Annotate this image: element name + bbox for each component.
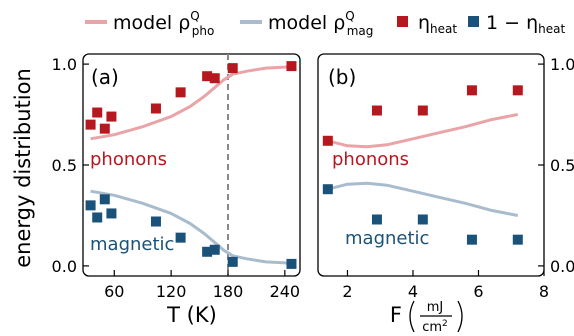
x-tick-label: 180 — [213, 282, 244, 301]
one-minus-eta-heat-point — [85, 200, 96, 211]
x-tick-label: 240 — [270, 282, 301, 301]
x-tick-label: 6 — [473, 282, 483, 301]
y-axis-label: energy distribution — [11, 68, 35, 268]
eta-heat-point — [371, 105, 382, 116]
panel-label-a: (a) — [91, 65, 119, 89]
model-mag-line — [327, 181, 519, 217]
one-minus-eta-heat-point — [417, 214, 428, 225]
x-axis-label-b: F mJ cm2 — [390, 300, 463, 335]
y-tick-label: 1.0 — [52, 55, 77, 74]
one-minus-eta-heat-point — [227, 256, 238, 267]
x-axis-label-b-symbol: F — [390, 303, 402, 327]
eta-heat-point — [227, 63, 238, 74]
one-minus-eta-heat-point — [106, 208, 117, 219]
eta-heat-point — [209, 73, 220, 84]
model-mag-line — [90, 189, 295, 266]
legend-text-one-minus-eta: 1 − ηheat — [486, 12, 565, 36]
x-axis-unit-denominator: cm2 — [422, 319, 448, 335]
left-paren — [409, 300, 415, 333]
x-tick-label: 2 — [342, 282, 352, 301]
panel-label-b: (b) — [328, 65, 356, 89]
one-minus-eta-heat-point — [322, 184, 333, 195]
eta-heat-point — [286, 61, 297, 72]
eta-heat-point — [175, 87, 186, 98]
eta-heat-point — [202, 71, 213, 82]
one-minus-eta-heat-point — [371, 214, 382, 225]
legend-text-eta: ηheat — [418, 12, 457, 36]
model-pho-line — [90, 64, 295, 141]
phonons-label: phonons — [90, 149, 167, 170]
eta-heat-point — [322, 135, 333, 146]
x-tick-label: 8 — [539, 282, 549, 301]
legend-entry-eta: ηheat — [397, 12, 457, 36]
one-minus-eta-heat-point — [175, 232, 186, 243]
one-minus-eta-heat-point — [202, 246, 213, 257]
eta-heat-point — [150, 103, 161, 114]
legend-text-mag: model ρQ mag — [268, 9, 373, 38]
y-tick-label: 0.5 — [52, 156, 77, 175]
legend-marker-eta — [397, 16, 408, 27]
panel-b: (b) F mJ cm2 2 4 6 80.0 0.5 1.0 phonons magneti… — [317, 53, 574, 335]
legend-entry-model-pho: model ρQ pho — [85, 9, 214, 38]
eta-heat-point — [85, 119, 96, 130]
legend-entry-model-mag: model ρQ mag — [240, 9, 373, 38]
one-minus-eta-heat-point — [150, 216, 161, 227]
y-tick-label: 0.0 — [52, 257, 77, 276]
one-minus-eta-heat-point — [92, 212, 103, 223]
x-tick-label: 4 — [408, 282, 418, 301]
one-minus-eta-heat-point — [209, 244, 220, 255]
legend-entry-one-minus-eta: 1 − ηheat — [468, 12, 565, 36]
magnetic-label: magnetic — [90, 234, 174, 255]
eta-heat-point — [512, 85, 523, 96]
eta-heat-point — [106, 111, 117, 122]
right-paren — [457, 300, 463, 333]
eta-heat-point — [92, 107, 103, 118]
eta-heat-point — [466, 85, 477, 96]
legend: model ρQ pho model ρQ mag ηheat 1 − ηheat — [85, 9, 565, 38]
x-axis-label-a: T (K) — [166, 303, 217, 327]
phonons-label: phonons — [332, 149, 409, 170]
eta-heat-point — [99, 123, 110, 134]
panel-a: energy distribution (a) T (K) 60 120 180 24… — [11, 53, 301, 327]
y-tick-label: 0.0 — [550, 257, 574, 276]
model-pho-line — [327, 113, 519, 149]
x-axis-unit-numerator: mJ — [427, 300, 444, 315]
eta-heat-point — [417, 105, 428, 116]
y-tick-label: 0.5 — [550, 156, 574, 175]
y-tick-label: 1.0 — [550, 55, 574, 74]
one-minus-eta-heat-point — [286, 258, 297, 269]
one-minus-eta-heat-point — [99, 194, 110, 205]
one-minus-eta-heat-point — [466, 234, 477, 245]
x-tick-label: 120 — [156, 282, 187, 301]
x-tick-label: 60 — [104, 282, 124, 301]
one-minus-eta-heat-point — [512, 234, 523, 245]
legend-text-pho: model ρQ pho — [113, 9, 214, 38]
legend-marker-one-minus-eta — [468, 16, 479, 27]
magnetic-label: magnetic — [345, 228, 429, 249]
